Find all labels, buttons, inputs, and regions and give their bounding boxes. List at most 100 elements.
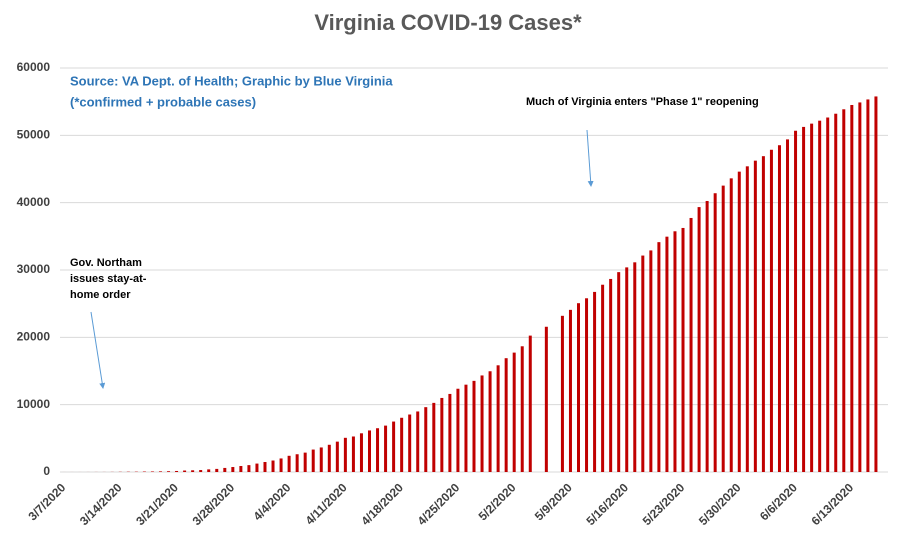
bar [488,371,492,472]
bar [681,227,685,472]
bar [697,207,701,472]
bar [456,388,460,472]
bar [777,145,781,472]
bar [818,120,822,472]
subtitle: Source: VA Dept. of Health; Graphic by B… [70,73,393,88]
bar [247,465,251,472]
y-tick-label: 20000 [17,330,51,344]
bar [175,470,179,472]
bar [802,126,806,472]
bar [673,231,677,472]
x-tick-label: 5/16/2020 [583,480,631,528]
bar [231,467,235,472]
bar [367,430,371,472]
bar [633,262,637,472]
bar [295,454,299,472]
bar [609,278,613,472]
x-tick-label: 4/4/2020 [251,480,294,523]
bar [721,185,725,472]
bar [392,421,396,472]
x-tick-label: 3/28/2020 [190,480,238,528]
bar [327,444,331,472]
bar [255,463,259,472]
bar [705,200,709,473]
bar [641,255,645,472]
bar [577,303,581,472]
x-tick-label: 6/6/2020 [757,480,800,523]
annotation: issues stay-at- [70,273,147,285]
bar [874,96,878,472]
x-tick-label: 3/7/2020 [25,480,68,523]
bar [593,291,597,472]
x-tick-label: 5/2/2020 [476,480,519,523]
bar [745,166,749,472]
x-tick-label: 4/18/2020 [358,480,406,528]
bar [504,358,508,472]
bar [617,272,621,472]
bar [601,284,605,472]
bar [810,123,814,472]
bar [858,102,862,472]
x-tick-label: 3/14/2020 [77,480,125,528]
y-tick-label: 10000 [17,397,51,411]
bar [335,441,339,472]
bar [207,469,211,472]
chart-title: Virginia COVID-19 Cases* [314,10,582,35]
bar [850,104,854,473]
bar [440,397,444,472]
bar [689,217,693,472]
bar [303,452,307,472]
bar [223,467,227,472]
bar [408,414,412,472]
bar [183,470,187,472]
annotation: Gov. Northam [70,257,142,269]
y-tick-label: 60000 [17,60,51,74]
bar [287,455,291,472]
y-tick-label: 50000 [17,128,51,142]
bar [199,470,203,472]
y-tick-label: 0 [43,464,50,478]
bar [480,375,484,472]
bar [753,160,757,472]
bar [512,352,516,472]
bar [826,117,830,473]
bar [560,315,564,472]
bar [769,149,773,473]
bar [568,309,572,472]
bar [319,447,323,472]
bar [271,460,275,472]
bar [729,178,733,472]
x-tick-label: 3/21/2020 [133,480,181,528]
y-tick-label: 30000 [17,262,51,276]
bar [585,298,589,472]
subtitle: (*confirmed + probable cases) [70,94,256,109]
x-tick-label: 5/30/2020 [696,480,744,528]
bar [400,417,404,472]
bar [263,462,267,472]
bar [376,428,380,472]
annotation: home order [70,289,131,301]
bar [713,193,717,472]
bar [528,335,532,472]
bar [834,113,838,473]
bar [786,139,790,472]
bar [150,471,154,472]
bar [625,267,629,472]
bar [351,436,355,472]
bar [424,407,428,472]
bar [794,130,798,473]
bar [191,470,195,472]
bar [496,365,500,472]
bar [464,384,468,472]
bar [866,99,870,473]
bar [359,433,363,472]
bar [472,380,476,472]
bar [520,346,524,472]
bar [215,468,219,472]
bar [665,236,669,472]
bar [239,466,243,472]
bar [737,171,741,473]
bar [167,471,171,472]
bar [279,458,283,472]
